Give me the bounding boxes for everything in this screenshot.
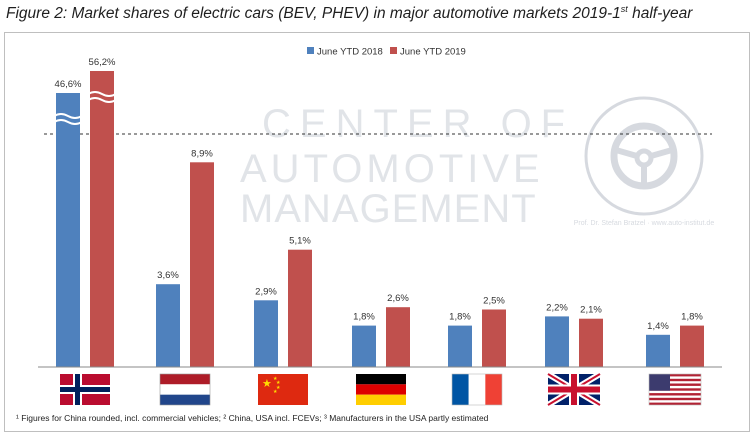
flag-usa [648,373,702,406]
bar-germany-2018 [352,325,376,367]
bar-norway-2018 [56,93,80,367]
value-label-china-2019: 5,1% [289,236,311,247]
chart-title-superscript: st [620,4,628,14]
bar-usa-2019 [680,325,704,367]
seal-spoke-right [650,147,673,159]
legend-swatch-2019 [390,47,397,54]
svg-text:★: ★ [262,377,272,390]
axis-break-mark-norway-2018-1 [53,113,83,119]
legend: June YTD 2018 June YTD 2019 [307,47,466,58]
value-label-germany-2018: 1,8% [353,312,375,323]
chart-title-suffix: half-year [627,5,693,23]
footnote: ¹ Figures for China rounded, incl. comme… [16,413,489,423]
value-label-united-kingdom-2019: 2,1% [580,305,602,316]
value-label-germany-2019: 2,6% [387,293,409,304]
chart-title-text: Figure 2: Market shares of electric cars… [6,5,621,23]
value-label-norway-2018: 46,6% [55,79,82,90]
value-label-usa-2019: 1,8% [681,312,703,323]
value-label-usa-2018: 1,4% [647,321,669,332]
value-label-norway-2019: 56,2% [89,57,116,68]
value-label-china-2018: 2,9% [255,286,277,297]
seal-spoke-left [615,147,638,159]
flag-norway [60,374,110,405]
svg-text:★: ★ [276,380,281,386]
bar-france-2018 [448,325,472,367]
watermark: CENTER OF AUTOMOTIVE MANAGEMENT [240,102,574,231]
chart-title: Figure 2: Market shares of electric cars… [6,4,750,23]
svg-text:★: ★ [273,376,278,382]
seal-outer-ring [584,96,704,216]
bar-united-kingdom-2019 [579,318,603,367]
seal-hub [634,148,654,168]
chart-frame [4,32,750,432]
flag-china: ★ ★ ★ ★ ★ [258,374,308,405]
axis-break-mark-norway-2019-1 [87,91,117,97]
legend-label-2019: June YTD 2019 [400,47,466,58]
flag-france [451,373,503,406]
bar-usa-2018 [646,334,670,367]
watermark-line-2: AUTOMOTIVE [240,147,544,191]
svg-text:★: ★ [273,389,278,395]
bars-layer [53,71,704,367]
svg-text:★: ★ [276,385,281,391]
value-label-france-2019: 2,5% [483,296,505,307]
value-label-netherlands-2018: 3,6% [157,270,179,281]
watermark-line-3: MANAGEMENT [240,187,537,231]
value-label-france-2018: 1,8% [449,312,471,323]
watermark-line-1: CENTER OF [262,102,574,146]
watermark-seal: Prof. Dr. Stefan Bratzel · www.auto-inst… [574,96,715,227]
value-label-united-kingdom-2018: 2,2% [546,302,568,313]
bar-netherlands-2019 [190,162,214,367]
value-labels-layer: 46,6% 56,2% 3,6% 8,9% 2,9% 5,1% 1,8% 2,6% 1,8% 2,… [55,57,704,332]
legend-label-2018: June YTD 2018 [317,47,383,58]
bar-france-2019 [482,309,506,367]
seal-text: Prof. Dr. Stefan Bratzel · www.auto-inst… [574,220,715,227]
category-flags: ★ ★ ★ ★ ★ [60,371,702,408]
flag-germany [356,374,406,405]
flag-netherlands [159,373,211,406]
bar-netherlands-2018 [156,284,180,367]
legend-swatch-2018 [307,47,314,54]
value-label-netherlands-2019: 8,9% [191,148,213,159]
flag-united-kingdom [546,371,602,408]
bar-united-kingdom-2018 [545,316,569,367]
bar-germany-2019 [386,307,410,367]
bar-china-2019 [288,249,312,367]
bar-norway-2019 [90,71,114,367]
bar-china-2018 [254,300,278,367]
axis-break-mark-norway-2018-2 [53,119,83,125]
seal-wheel [610,122,678,190]
axis-break-mark-norway-2019-2 [87,97,117,103]
